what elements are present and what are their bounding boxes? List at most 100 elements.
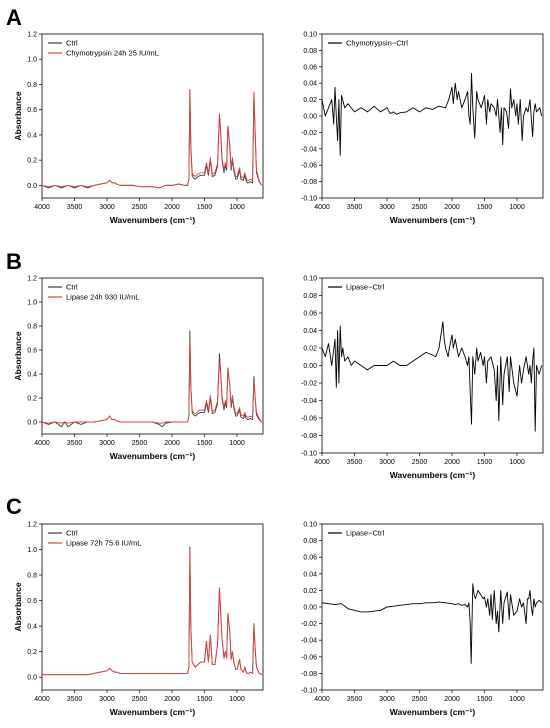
plot-frame-c-left xyxy=(41,523,264,691)
x-tick-label-b-right: 1500 xyxy=(477,459,493,466)
y-tick-label-b-right: -0.10 xyxy=(301,451,317,458)
y-tick-label-b-right: 0.02 xyxy=(303,346,317,353)
y-tick-label-a-right: -0.10 xyxy=(301,196,317,203)
plot-frame-a-left xyxy=(41,33,264,199)
series-line-a-right-0 xyxy=(321,72,543,156)
x-tick-label-a-left: 4000 xyxy=(34,204,50,211)
y-tick-label-a-left: 0.6 xyxy=(27,107,37,114)
panel-label-b: B xyxy=(6,249,22,274)
x-tick-label-a-right: 3000 xyxy=(379,204,395,211)
y-tick-label-c-right: -0.02 xyxy=(301,621,317,628)
x-axis-label-a-left: Wavenumbers (cm⁻¹) xyxy=(110,215,196,225)
x-tick-label-c-right: 3500 xyxy=(347,696,363,703)
x-tick-label-a-left: 3500 xyxy=(67,204,83,211)
x-tick-label-a-left: 1500 xyxy=(197,204,213,211)
y-tick-label-c-left: 0.0 xyxy=(27,675,37,682)
x-tick-label-a-right: 1000 xyxy=(509,204,525,211)
x-tick-label-b-right: 3500 xyxy=(347,459,363,466)
series-line-b-left-1 xyxy=(41,337,263,424)
y-tick-label-c-left: 1.0 xyxy=(27,547,37,554)
y-tick-label-c-left: 0.6 xyxy=(27,598,37,605)
plot-frame-a-right xyxy=(321,33,544,199)
legend-label-c-left-0: Ctrl xyxy=(66,529,78,538)
legend-label-a-right-0: Chymotrypsin−Ctrl xyxy=(346,39,408,48)
y-axis-label-a-left: Absorbance xyxy=(13,91,23,140)
legend-label-c-left-1: Lipase 72h 75.6 IU/mL xyxy=(66,539,141,548)
y-tick-label-b-left: 0.6 xyxy=(27,348,37,355)
y-tick-label-b-right: 0.04 xyxy=(303,328,317,335)
y-tick-label-a-right: -0.08 xyxy=(301,179,317,186)
y-tick-label-a-left: 0.8 xyxy=(27,82,37,89)
y-tick-label-b-left: 1.0 xyxy=(27,300,37,307)
x-tick-label-c-left: 3000 xyxy=(99,696,115,703)
y-tick-label-c-right: 0.10 xyxy=(303,522,317,529)
y-tick-label-b-left: 0.4 xyxy=(27,372,37,379)
y-tick-label-c-right: 0.08 xyxy=(303,538,317,545)
y-tick-label-b-right: 0.08 xyxy=(303,293,317,300)
x-tick-label-b-left: 2500 xyxy=(132,440,148,447)
x-tick-label-c-right: 3000 xyxy=(379,696,395,703)
y-tick-label-c-right: -0.10 xyxy=(301,688,317,695)
legend-label-c-right-0: Lipase−Ctrl xyxy=(346,529,384,538)
x-tick-label-a-right: 1500 xyxy=(477,204,493,211)
y-tick-label-a-right: 0.08 xyxy=(303,48,317,55)
series-line-c-left-1 xyxy=(42,549,262,676)
y-tick-label-a-right: 0.04 xyxy=(303,81,317,88)
x-tick-label-b-right: 2000 xyxy=(444,459,460,466)
y-tick-label-b-left: 0.8 xyxy=(27,324,37,331)
x-tick-label-a-left: 2500 xyxy=(132,204,148,211)
legend-label-b-left-1: Lipase 24h 930 IU/mL xyxy=(66,293,139,302)
y-tick-label-b-right: -0.06 xyxy=(301,416,317,423)
x-tick-label-b-left: 1500 xyxy=(197,440,213,447)
y-tick-label-b-right: 0.00 xyxy=(303,363,317,370)
y-tick-label-c-right: 0.04 xyxy=(303,571,317,578)
y-tick-label-b-left: 0.2 xyxy=(27,396,37,403)
y-tick-label-c-right: -0.08 xyxy=(301,671,317,678)
x-tick-label-c-left: 2000 xyxy=(164,696,180,703)
y-tick-label-a-right: -0.06 xyxy=(301,163,317,170)
y-tick-label-a-right: 0.10 xyxy=(303,32,317,39)
x-tick-label-b-left: 4000 xyxy=(34,440,50,447)
x-tick-label-c-left: 3500 xyxy=(67,696,83,703)
y-tick-label-a-right: -0.04 xyxy=(301,146,317,153)
x-tick-label-a-left: 3000 xyxy=(99,204,115,211)
series-line-b-right-0 xyxy=(321,321,543,432)
x-tick-label-a-left: 1000 xyxy=(229,204,245,211)
y-tick-label-c-left: 0.4 xyxy=(27,624,37,631)
y-tick-label-c-left: 1.2 xyxy=(27,522,37,529)
x-tick-label-b-left: 1000 xyxy=(229,440,245,447)
plot-frame-b-left xyxy=(41,277,264,435)
x-tick-label-c-left: 1500 xyxy=(197,696,213,703)
y-tick-label-a-left: 1.0 xyxy=(27,57,37,64)
y-tick-label-a-left: 1.2 xyxy=(27,32,37,39)
y-tick-label-b-right: -0.04 xyxy=(301,398,317,405)
x-tick-label-b-right: 4000 xyxy=(314,459,330,466)
x-axis-label-c-left: Wavenumbers (cm⁻¹) xyxy=(110,707,196,717)
series-line-a-left-1 xyxy=(41,89,263,189)
series-line-c-right-0 xyxy=(321,583,543,664)
y-tick-label-a-right: -0.02 xyxy=(301,130,317,137)
y-tick-label-c-left: 0.2 xyxy=(27,649,37,656)
y-tick-label-a-left: 0.2 xyxy=(27,158,37,165)
legend-label-a-left-0: Ctrl xyxy=(66,39,78,48)
x-tick-label-c-right: 1500 xyxy=(477,696,493,703)
y-tick-label-c-right: -0.04 xyxy=(301,638,317,645)
y-tick-label-b-left: 1.2 xyxy=(27,276,37,283)
y-tick-label-a-right: 0.02 xyxy=(303,97,317,104)
y-tick-label-b-right: -0.02 xyxy=(301,381,317,388)
legend-label-b-left-0: Ctrl xyxy=(66,283,78,292)
y-tick-label-b-right: -0.08 xyxy=(301,433,317,440)
x-tick-label-b-left: 3000 xyxy=(99,440,115,447)
x-axis-label-b-right: Wavenumbers (cm⁻¹) xyxy=(390,470,476,480)
y-tick-label-a-right: 0.06 xyxy=(303,64,317,71)
x-tick-label-a-right: 3500 xyxy=(347,204,363,211)
y-tick-label-b-right: 0.06 xyxy=(303,311,317,318)
x-tick-label-a-right: 2500 xyxy=(412,204,428,211)
series-line-a-left-0 xyxy=(41,89,263,189)
y-axis-label-b-left: Absorbance xyxy=(13,331,23,380)
x-tick-label-c-right: 4000 xyxy=(314,696,330,703)
panel-label-a: A xyxy=(6,5,22,30)
x-tick-label-b-left: 3500 xyxy=(67,440,83,447)
x-tick-label-b-right: 3000 xyxy=(379,459,395,466)
